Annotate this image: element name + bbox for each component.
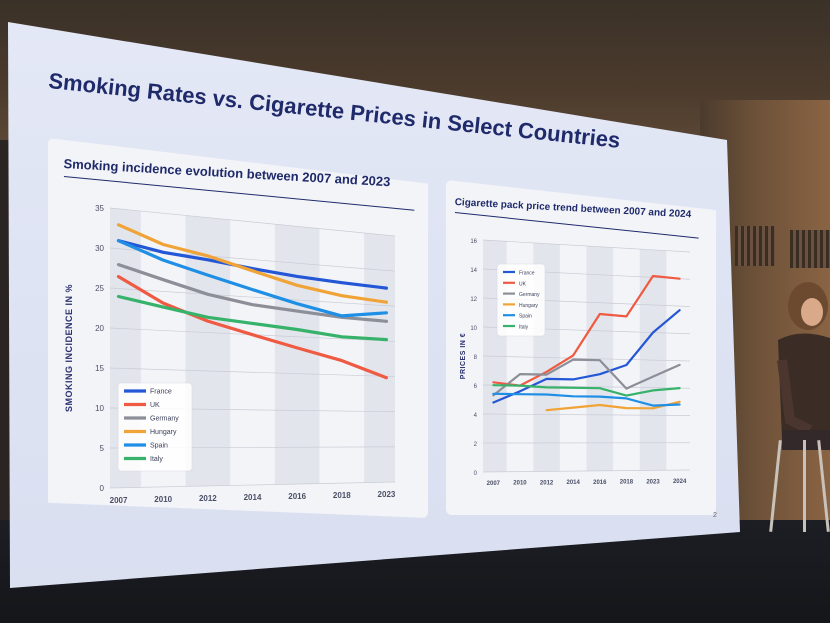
smoking-chart-gridline [109, 367, 396, 377]
price-chart-xtick-label: 2024 [673, 479, 687, 485]
smoking-chart-xtick-label: 2014 [244, 493, 262, 502]
price-chart-ytick-label: 10 [470, 326, 477, 332]
wall-vent [735, 226, 775, 266]
stool-leg [803, 440, 806, 532]
price-chart-legend-label: Germany [519, 292, 540, 298]
smoking-chart-ytick-label: 35 [95, 204, 104, 213]
smoking-chart-grid-band [364, 232, 395, 483]
price-chart-series-france [492, 309, 681, 404]
price-chart-ytick-label: 8 [474, 355, 478, 361]
smoking-chart-series-italy [116, 294, 388, 342]
price-chart-xtick-label: 2012 [540, 480, 554, 486]
price-chart-series-uk [492, 274, 681, 387]
smoking-chart-ytick-label: 15 [95, 364, 104, 373]
price-chart-series-hungary [545, 400, 681, 412]
price-chart-xtick-label: 2014 [567, 480, 581, 486]
smoking-chart-legend-label: UK [150, 402, 160, 409]
price-chart-xtick-label: 2010 [513, 481, 527, 487]
smoking-chart-xtick-label: 2007 [110, 496, 128, 505]
smoking-chart-gridline [109, 287, 396, 307]
smoking-chart-series-hungary [116, 223, 388, 304]
smoking-chart-xtick-label: 2018 [333, 491, 351, 500]
smoking-chart-series-uk [116, 275, 388, 380]
wall-vent [790, 230, 830, 268]
smoking-chart-xtick-label: 2023 [378, 490, 396, 499]
price-chart-legend-label: France [519, 271, 535, 277]
price-chart-xtick-label: 2018 [620, 480, 634, 486]
price-chart-ytick-label: 14 [470, 268, 477, 274]
price-chart-xtick-label: 2023 [646, 479, 660, 485]
price-chart-ytick-label: 16 [470, 239, 477, 245]
price-chart-ytick-label: 12 [470, 297, 477, 303]
smoking-chart-gridline [109, 481, 396, 489]
smoking-chart-ytick-label: 5 [100, 444, 105, 453]
price-chart-legend-label: UK [519, 281, 527, 287]
smoking-chart-legend-label: Italy [150, 456, 163, 463]
price-chart-series-italy [492, 384, 681, 397]
price-chart-series-spain [492, 392, 681, 407]
price-chart-xtick-label: 2007 [487, 481, 501, 487]
price-chart-legend-label: Italy [519, 325, 529, 331]
price-chart-gridline [482, 413, 691, 416]
price-chart-legend-label: Spain [519, 314, 532, 320]
smoking-chart-legend-label: Spain [150, 443, 168, 450]
price-chart-gridline [482, 355, 691, 362]
smoking-chart-legend-label: Germany [150, 416, 179, 423]
price-chart-gridline [482, 469, 691, 473]
price-chart-ytick-label: 4 [474, 413, 478, 419]
smoking-chart-xtick-label: 2012 [199, 494, 217, 503]
price-chart-series-germany [492, 358, 681, 397]
smoking-chart-gridline [109, 207, 396, 237]
smoking-chart-ytick-label: 25 [95, 284, 104, 293]
smoking-chart-legend-label: Hungary [150, 429, 177, 436]
smoking-chart-ytick-label: 0 [100, 484, 105, 493]
smoking-chart-ytick-label: 30 [95, 244, 104, 253]
smoking-chart-ytick-label: 20 [95, 324, 104, 333]
smoking-chart-series-spain [116, 239, 388, 318]
smoking-chart-grid-band [185, 215, 231, 487]
price-chart-gridline [482, 239, 691, 253]
smoking-chart-series-france [116, 239, 388, 290]
presenter [777, 282, 830, 450]
price-chart-xtick-label: 2016 [593, 480, 607, 486]
price-chart-ytick-label: 2 [474, 442, 478, 448]
price-chart-legend-label: Hungary [519, 303, 538, 309]
smoking-chart-legend-label: France [150, 389, 172, 396]
smoking-chart-ytick-label: 10 [95, 404, 104, 413]
price-chart-ytick-label: 6 [474, 384, 478, 390]
slide-page-number: 2 [713, 512, 717, 519]
price-chart-ytick-label: 0 [474, 471, 478, 477]
price-chart-y-axis-label: PRICES IN € [460, 333, 467, 379]
smoking-chart-xtick-label: 2016 [288, 492, 306, 501]
smoking-chart-y-axis-label: SMOKING INCIDENCE IN % [64, 284, 74, 412]
smoking-chart-xtick-label: 2010 [154, 495, 172, 504]
